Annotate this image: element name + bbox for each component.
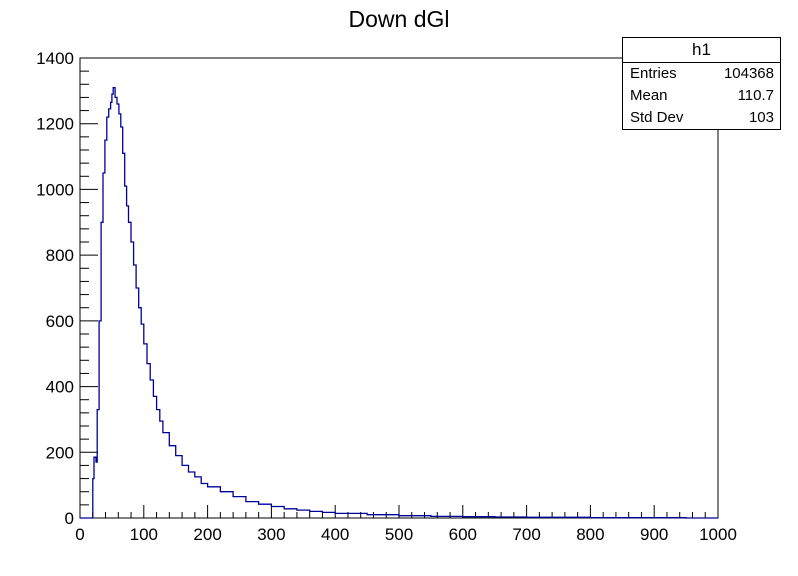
x-tick-label: 300 (257, 525, 285, 544)
x-tick-label: 800 (576, 525, 604, 544)
y-tick-label: 600 (46, 312, 74, 331)
stats-label: Mean (630, 87, 668, 104)
x-axis: 0 100 200 300 400 500 600 700 800 900 1000 (75, 505, 737, 544)
x-tick-label: 900 (640, 525, 668, 544)
stats-row-mean: Mean 110.7 (623, 85, 780, 107)
y-tick-label: 1200 (36, 115, 74, 134)
y-tick-label: 1000 (36, 180, 74, 199)
x-tick-label: 500 (385, 525, 413, 544)
x-tick-label: 0 (75, 525, 84, 544)
x-tick-label: 600 (449, 525, 477, 544)
stats-box: h1 Entries 104368 Mean 110.7 Std Dev 103 (622, 37, 781, 130)
y-tick-label: 1400 (36, 49, 74, 68)
stats-label: Std Dev (630, 109, 684, 126)
x-tick-label: 1000 (699, 525, 737, 544)
y-tick-label: 200 (46, 443, 74, 462)
stats-value: 104368 (723, 65, 774, 82)
x-tick-label: 200 (193, 525, 221, 544)
stats-row-entries: Entries 104368 (623, 63, 780, 85)
x-tick-label: 700 (512, 525, 540, 544)
x-tick-label: 100 (130, 525, 158, 544)
stats-row-stddev: Std Dev 103 (623, 107, 780, 129)
y-axis: 0 200 400 600 800 1000 1200 1400 (36, 49, 98, 528)
chart-title: Down dGl (348, 6, 450, 32)
histogram-series (80, 86, 718, 519)
y-tick-label: 400 (46, 378, 74, 397)
y-tick-label: 800 (46, 246, 74, 265)
x-tick-label: 400 (321, 525, 349, 544)
stats-name: h1 (623, 38, 780, 63)
y-tick-label: 0 (65, 509, 74, 528)
stats-value: 110.7 (737, 87, 774, 104)
stats-label: Entries (630, 65, 677, 82)
stats-value: 103 (748, 109, 774, 126)
